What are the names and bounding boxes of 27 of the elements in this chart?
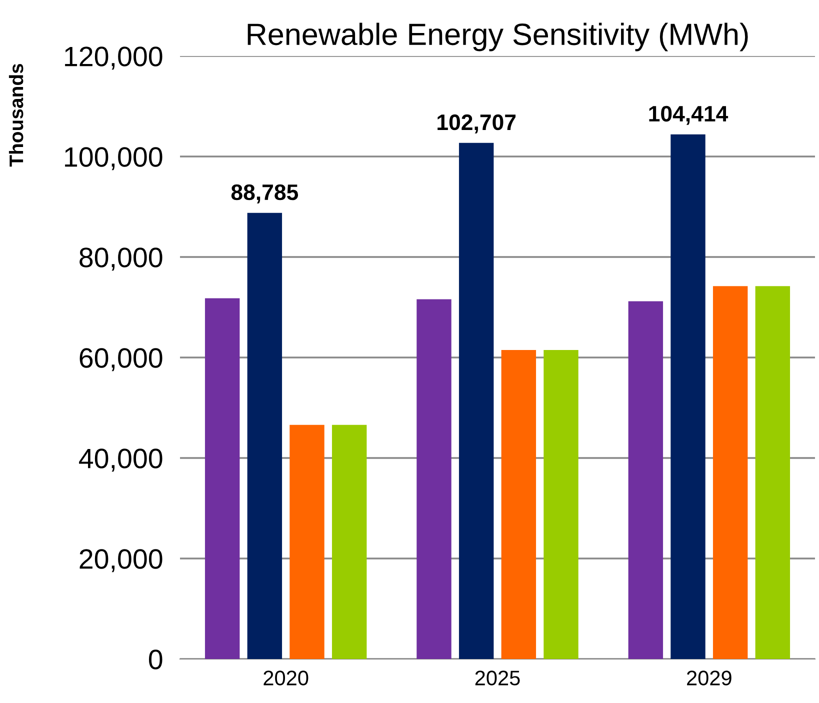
bar	[332, 424, 367, 659]
bar	[416, 299, 452, 659]
bar	[247, 212, 282, 659]
x-tick-label: 2025	[475, 670, 520, 686]
bar	[712, 286, 748, 659]
bar	[628, 301, 664, 659]
y-tick-label: 60,000	[80, 348, 162, 372]
x-tick-label: 2029	[687, 670, 732, 686]
x-tick-label: 2020	[264, 670, 308, 686]
data-label: 104,414	[649, 106, 728, 125]
bar	[670, 134, 706, 659]
chart-title: Renewable Energy Sensitivity (MWh)	[248, 22, 748, 52]
y-tick-label: 20,000	[80, 549, 162, 572]
y-tick-label: 120,000	[65, 46, 162, 70]
data-label: 88,785	[231, 184, 298, 204]
bar	[204, 298, 240, 659]
y-tick-label: 40,000	[79, 448, 162, 472]
bar	[501, 350, 536, 659]
bar	[458, 142, 494, 659]
bar	[755, 286, 790, 659]
y-tick-label: 0	[148, 650, 162, 670]
y-tick-label: 100,000	[65, 147, 162, 170]
data-label: 102,707	[438, 114, 516, 134]
y-tick-label: 80,000	[80, 248, 162, 271]
y-axis-title: Thousands	[8, 64, 24, 167]
bar	[544, 350, 578, 659]
bar	[290, 424, 324, 659]
